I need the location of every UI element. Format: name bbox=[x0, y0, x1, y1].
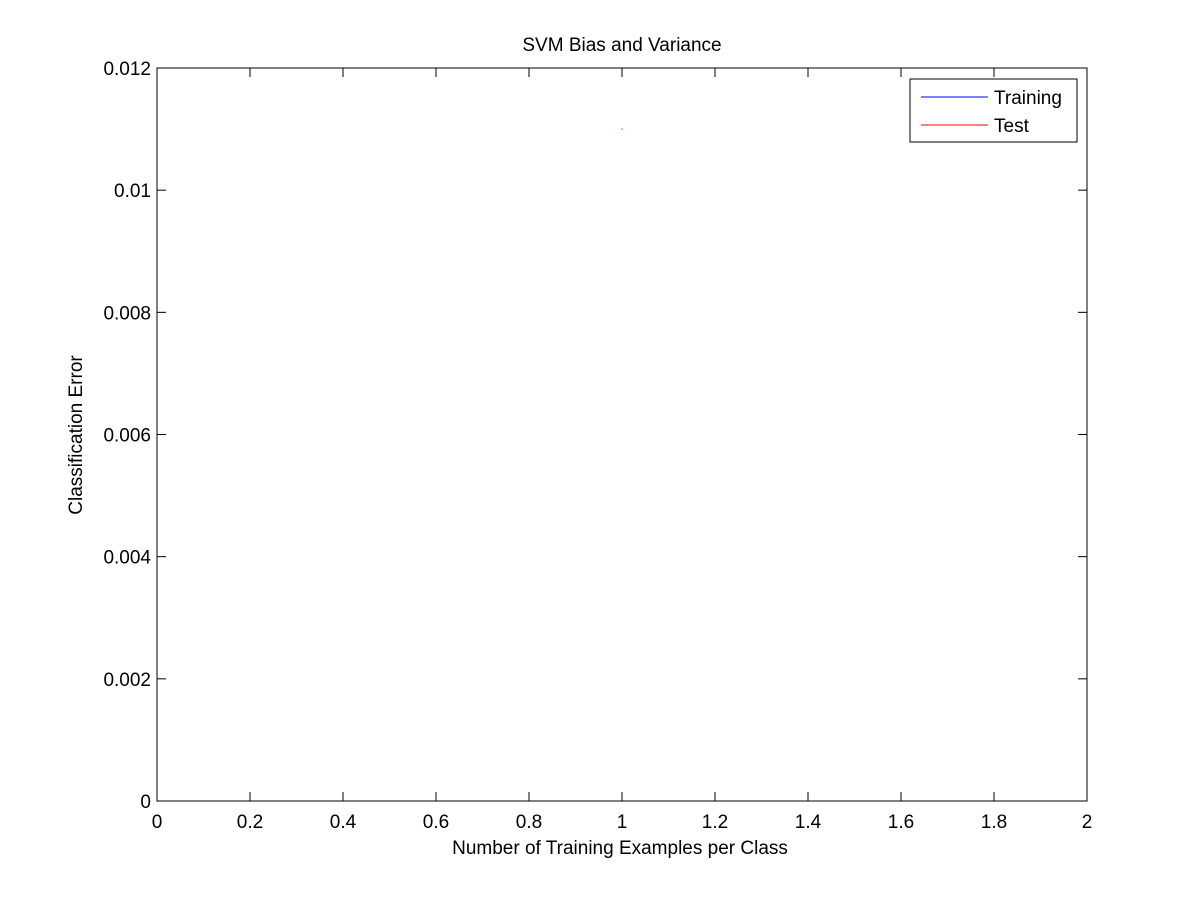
x-tick-label: 0.4 bbox=[330, 812, 357, 833]
x-axis-label: Number of Training Examples per Class bbox=[452, 838, 788, 859]
y-tick-label: 0.012 bbox=[103, 59, 151, 80]
chart-title: SVM Bias and Variance bbox=[522, 35, 721, 56]
y-tick-label: 0.008 bbox=[103, 303, 151, 324]
legend-box bbox=[909, 78, 1078, 143]
legend: Training Test bbox=[909, 78, 1078, 143]
y-tick-label: 0.01 bbox=[114, 181, 151, 202]
x-tick-label: 0.8 bbox=[516, 812, 542, 833]
y-tick-label: 0.004 bbox=[103, 548, 151, 569]
x-tick-label: 1.8 bbox=[981, 812, 1007, 833]
x-tick-label: 0.2 bbox=[237, 812, 263, 833]
x-tick-label: 1.6 bbox=[888, 812, 914, 833]
x-tick-label: 0 bbox=[152, 812, 163, 833]
y-tick-label: 0 bbox=[140, 792, 151, 813]
y-axis-label: Classification Error bbox=[66, 355, 87, 515]
y-tick-label: 0.006 bbox=[103, 426, 151, 447]
y-axis: 0 0.002 0.004 0.006 0.008 0.01 0.012 bbox=[103, 59, 1087, 813]
y-tick-label: 0.002 bbox=[103, 670, 151, 691]
x-axis: 0 0.2 0.4 0.6 0.8 1 1.2 1.4 1.6 1.8 2 bbox=[152, 68, 1093, 833]
legend-label-test: Test bbox=[994, 116, 1030, 137]
x-tick-label: 2 bbox=[1082, 812, 1093, 833]
x-tick-label: 1.4 bbox=[795, 812, 822, 833]
legend-label-training: Training bbox=[994, 88, 1062, 109]
x-tick-label: 1.2 bbox=[702, 812, 728, 833]
plot-background bbox=[157, 68, 1087, 801]
x-tick-label: 1 bbox=[617, 812, 628, 833]
x-tick-label: 0.6 bbox=[423, 812, 449, 833]
